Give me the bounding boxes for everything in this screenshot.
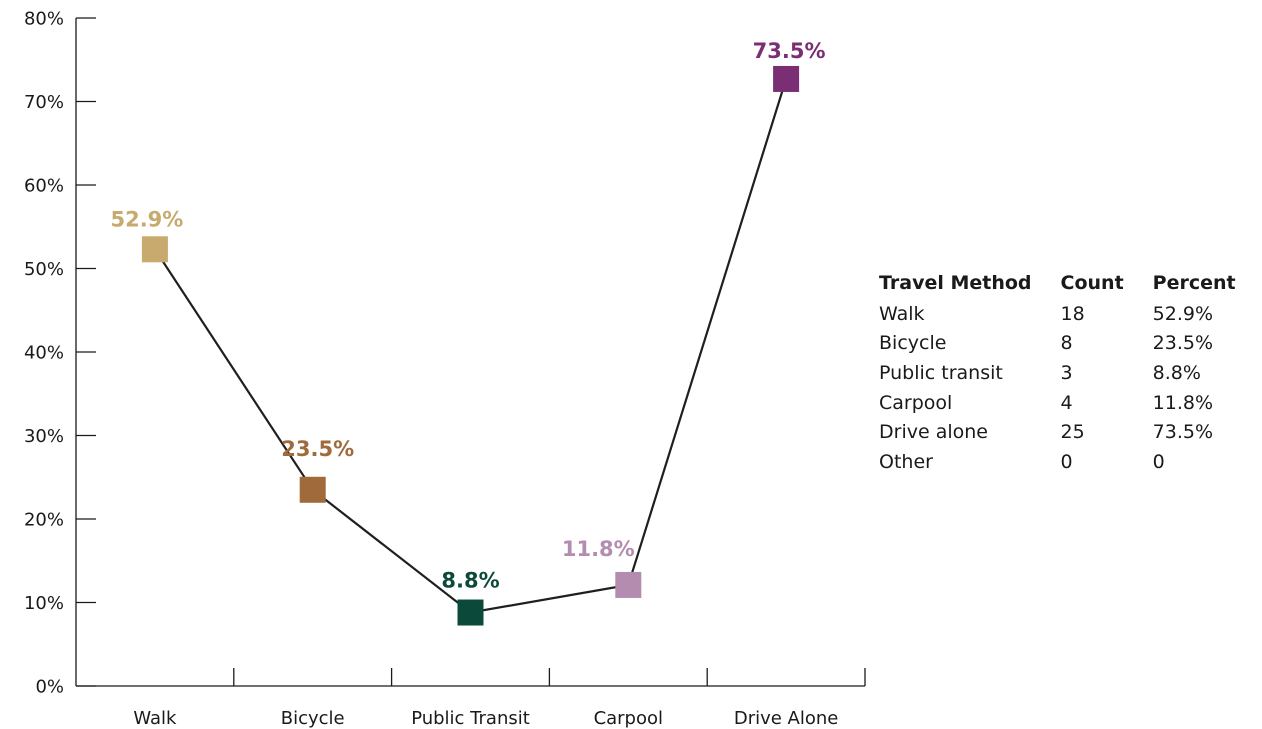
y-tick-label: 30% bbox=[24, 426, 64, 447]
data-labels: 52.9% 23.5% 8.8% 11.8% 73.5% bbox=[110, 39, 825, 593]
cell-percent: 0 bbox=[1152, 450, 1165, 473]
y-tick-label: 70% bbox=[24, 92, 64, 113]
cell-method: Other bbox=[879, 450, 933, 473]
y-tick-label: 60% bbox=[24, 176, 64, 197]
cell-count: 3 bbox=[1060, 361, 1073, 384]
table-row: Other 0 0 bbox=[874, 447, 1236, 477]
y-tick-label: 20% bbox=[24, 510, 64, 531]
y-axis: 0% 10% 20% 30% 40% 50% 60% 70% 80% bbox=[24, 9, 96, 698]
data-point bbox=[773, 65, 800, 92]
cell-method: Bicycle bbox=[879, 332, 947, 355]
cell-method: Walk bbox=[879, 302, 925, 325]
data-point bbox=[299, 476, 326, 503]
table-row: Walk 18 52.9% bbox=[874, 299, 1236, 329]
data-point bbox=[141, 236, 168, 263]
cell-percent: 8.8% bbox=[1152, 361, 1201, 384]
cell-percent: 73.5% bbox=[1152, 421, 1214, 444]
cell-percent: 52.9% bbox=[1152, 302, 1214, 325]
travel-method-table: Travel Method Count Percent Walk 18 52.9… bbox=[874, 268, 1236, 477]
table-row: Drive alone 25 73.5% bbox=[874, 417, 1236, 447]
cell-count: 0 bbox=[1060, 450, 1073, 473]
cell-count: 4 bbox=[1060, 391, 1073, 414]
cell-count: 8 bbox=[1060, 332, 1073, 355]
cell-percent: 23.5% bbox=[1152, 332, 1214, 355]
cell-method: Carpool bbox=[879, 391, 953, 414]
y-tick-label: 80% bbox=[24, 9, 64, 30]
table-row: Carpool 4 11.8% bbox=[874, 388, 1236, 418]
data-label: 8.8% bbox=[441, 569, 499, 593]
table-row: Public transit 3 8.8% bbox=[874, 358, 1236, 388]
series-line bbox=[153, 78, 788, 614]
x-tick-label: Bicycle bbox=[281, 708, 345, 729]
x-tick-label: Drive Alone bbox=[734, 708, 839, 729]
cell-count: 25 bbox=[1060, 421, 1085, 444]
header-travel-method: Travel Method bbox=[879, 271, 1032, 294]
data-point bbox=[457, 599, 484, 626]
x-tick-label: Walk bbox=[133, 708, 177, 729]
y-tick-label: 10% bbox=[24, 593, 64, 614]
data-label: 23.5% bbox=[281, 437, 354, 461]
y-tick-label: 0% bbox=[35, 677, 64, 698]
data-label: 73.5% bbox=[753, 39, 826, 63]
y-tick-label: 50% bbox=[24, 259, 64, 280]
header-percent: Percent bbox=[1152, 271, 1236, 294]
data-label: 52.9% bbox=[110, 207, 183, 231]
cell-percent: 11.8% bbox=[1152, 391, 1214, 414]
data-label: 11.8% bbox=[562, 537, 635, 561]
table-header-row: Travel Method Count Percent bbox=[874, 268, 1236, 299]
y-tick-label: 40% bbox=[24, 343, 64, 364]
x-tick-label: Public Transit bbox=[411, 708, 530, 729]
table-row: Bicycle 8 23.5% bbox=[874, 329, 1236, 359]
cell-method: Public transit bbox=[879, 361, 1003, 384]
cell-count: 18 bbox=[1060, 302, 1085, 325]
x-axis: Walk Bicycle Public Transit Carpool Drive Al… bbox=[76, 668, 866, 729]
x-tick-label: Carpool bbox=[594, 708, 663, 729]
data-point bbox=[615, 571, 642, 598]
cell-method: Drive alone bbox=[879, 421, 988, 444]
header-count: Count bbox=[1060, 271, 1124, 294]
series bbox=[141, 65, 800, 626]
